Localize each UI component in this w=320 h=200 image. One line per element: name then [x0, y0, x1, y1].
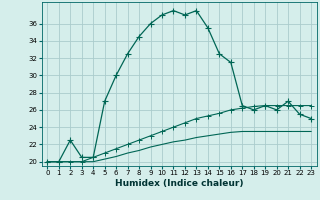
X-axis label: Humidex (Indice chaleur): Humidex (Indice chaleur) [115, 179, 244, 188]
